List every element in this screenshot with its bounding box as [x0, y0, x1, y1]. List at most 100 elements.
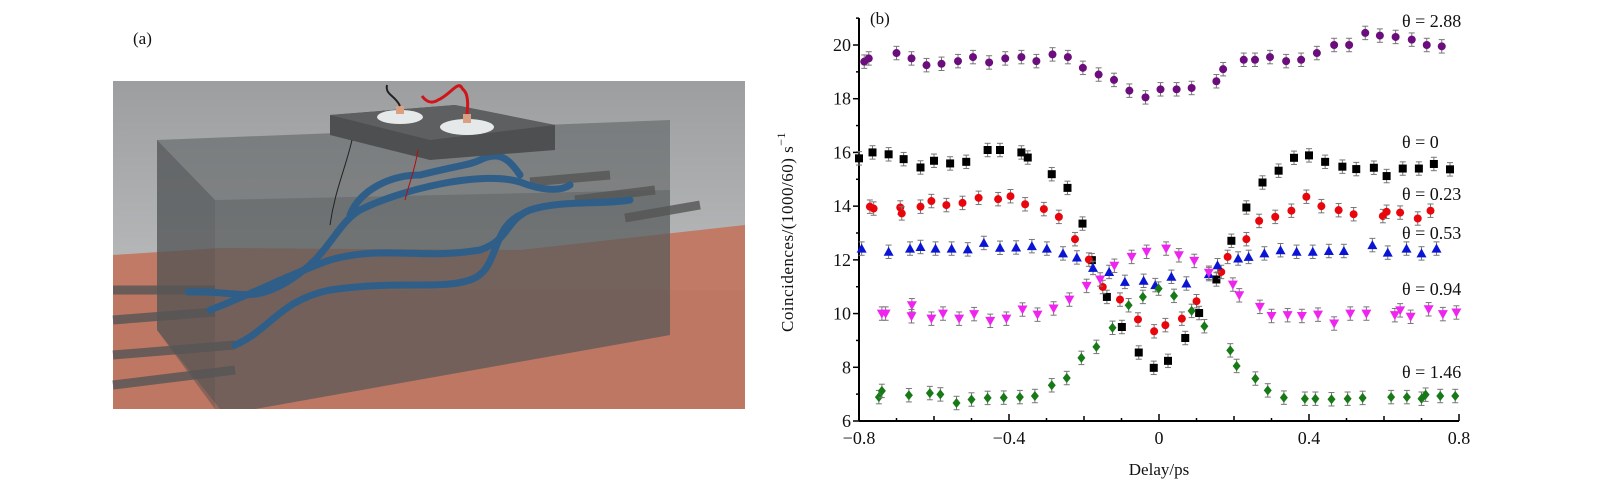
data-point	[1161, 321, 1170, 330]
data-point	[1138, 275, 1149, 285]
data-point	[1095, 275, 1106, 285]
data-point	[1338, 162, 1347, 171]
data-point	[1282, 57, 1291, 66]
data-point	[1195, 309, 1204, 318]
data-point	[1026, 241, 1037, 251]
series-label: θ = 0.53	[1402, 223, 1461, 243]
x-axis-label: Delay/ps	[1129, 460, 1189, 479]
data-point	[1217, 267, 1226, 276]
data-point	[994, 195, 1003, 204]
data-point	[983, 392, 992, 403]
data-point	[1255, 216, 1264, 225]
y-tick-label: 14	[833, 196, 851, 216]
data-point	[946, 243, 957, 253]
data-point	[1429, 159, 1438, 168]
data-point	[1063, 53, 1072, 62]
data-point	[1437, 42, 1446, 51]
data-point	[1181, 278, 1192, 288]
data-point	[1290, 153, 1298, 162]
data-point	[985, 58, 994, 67]
data-point	[1011, 242, 1022, 252]
x-tick-label: 0.4	[1298, 428, 1321, 448]
data-point	[942, 201, 951, 210]
data-point	[1422, 41, 1431, 49]
glass-chip	[157, 120, 670, 409]
series-3	[856, 235, 1442, 293]
data-point	[1048, 50, 1057, 59]
data-point	[1302, 192, 1311, 201]
chart-b: (b) Coincidences/(1000/60) s−1 Delay/ps …	[774, 9, 1470, 479]
data-point	[926, 314, 937, 324]
data-point	[1219, 65, 1228, 74]
data-point	[1254, 302, 1265, 312]
data-point	[1263, 385, 1272, 396]
data-point	[1358, 392, 1367, 403]
data-point	[1317, 202, 1326, 211]
panel-a-label: (a)	[133, 29, 152, 48]
data-point	[1421, 389, 1430, 400]
data-point	[1164, 356, 1172, 365]
data-point	[1134, 315, 1142, 324]
y-tick-label: 16	[833, 142, 851, 162]
data-point	[1243, 251, 1254, 261]
data-point	[1077, 352, 1086, 363]
data-point	[1391, 32, 1400, 41]
data-point	[958, 198, 967, 207]
device-rendering	[112, 81, 745, 409]
data-point	[1305, 151, 1313, 160]
data-point	[1048, 304, 1059, 314]
data-point	[1088, 262, 1098, 272]
data-point	[1323, 245, 1334, 255]
electrode-pad	[440, 119, 494, 135]
data-point	[1032, 57, 1041, 66]
data-point	[1279, 392, 1288, 403]
data-point	[1282, 311, 1293, 321]
data-point	[936, 389, 945, 400]
data-point	[1234, 291, 1245, 301]
data-point	[1078, 219, 1087, 228]
data-point	[1451, 308, 1462, 318]
data-point	[1063, 183, 1072, 192]
data-point	[1062, 373, 1071, 384]
data-point	[1015, 392, 1024, 403]
x-tick-label: 0	[1155, 428, 1164, 448]
data-point	[892, 49, 901, 58]
data-point	[904, 390, 913, 401]
data-point	[1437, 310, 1448, 320]
data-point	[1395, 306, 1406, 316]
data-point	[1109, 261, 1120, 271]
data-point	[1251, 373, 1260, 384]
data-point	[1212, 260, 1223, 270]
data-point	[864, 54, 873, 63]
data-point	[1181, 334, 1190, 343]
data-point	[906, 301, 917, 311]
data-point	[1345, 309, 1356, 319]
data-point	[1266, 53, 1274, 62]
data-point	[969, 53, 977, 62]
data-point	[1416, 248, 1427, 258]
data-point	[1343, 393, 1352, 404]
data-point	[1367, 240, 1378, 250]
data-point	[915, 241, 926, 251]
series-4	[876, 241, 1462, 331]
x-tick-label: 0.8	[1448, 428, 1471, 448]
data-point	[1407, 35, 1416, 44]
data-point	[1110, 75, 1118, 84]
data-point	[1054, 212, 1063, 221]
data-point	[1006, 192, 1015, 201]
data-point	[1021, 200, 1030, 209]
data-point	[985, 316, 996, 326]
data-point	[1001, 314, 1012, 324]
data-point	[1382, 247, 1393, 257]
data-point	[916, 163, 925, 172]
series-0	[860, 25, 1446, 105]
data-point	[962, 157, 971, 166]
data-point	[1327, 394, 1336, 405]
data-point	[1297, 55, 1306, 64]
y-tick-label: 20	[833, 35, 851, 55]
data-point	[1423, 305, 1434, 315]
series-label: θ = 1.46	[1402, 362, 1461, 382]
data-point	[1187, 83, 1196, 92]
data-point	[1387, 392, 1396, 403]
